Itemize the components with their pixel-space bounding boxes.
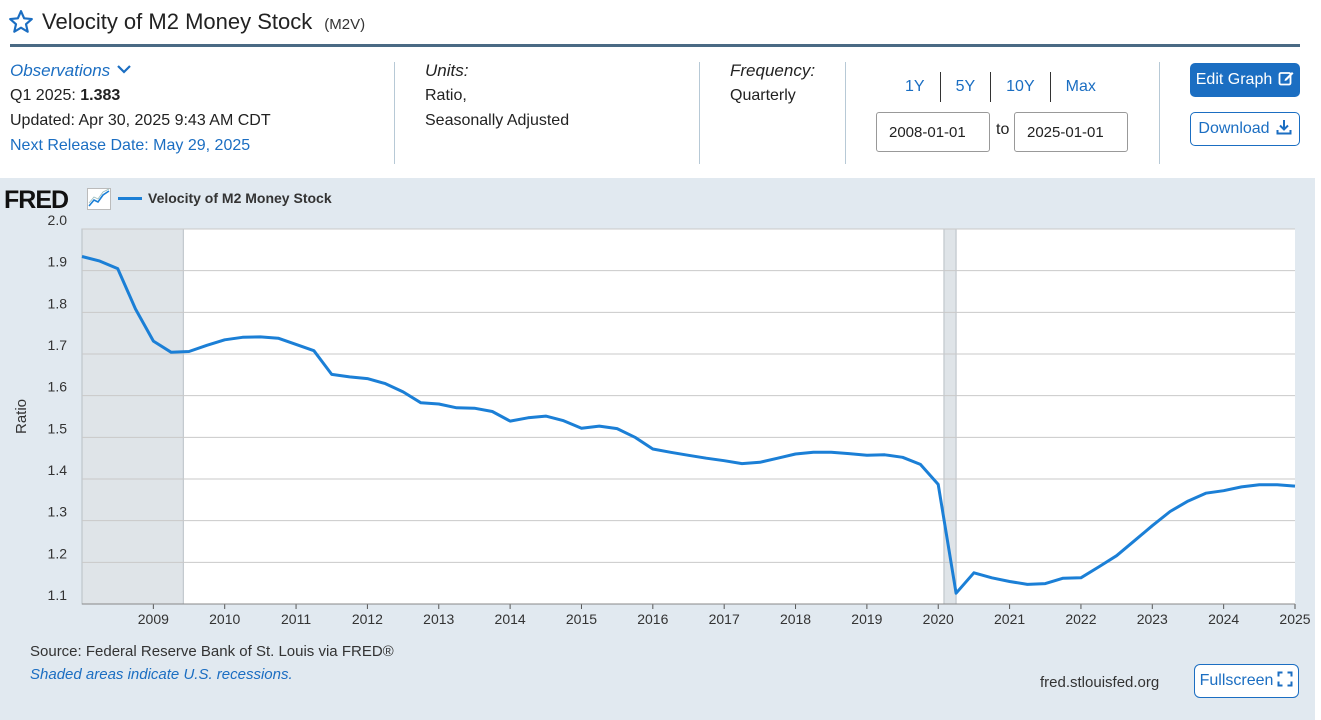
y-tick-label: 2.0 — [48, 212, 68, 228]
column-divider — [394, 62, 395, 164]
edit-graph-label: Edit Graph — [1195, 71, 1273, 88]
range-max-button[interactable]: Max — [1065, 78, 1096, 95]
units-panel: Units: Ratio, Seasonally Adjusted — [425, 58, 569, 133]
observations-panel: Observations Q1 2025: 1.383 Updated: Apr… — [10, 58, 271, 158]
x-tick-label: 2025 — [1279, 611, 1310, 627]
series-line — [81, 255, 1296, 595]
observations-label: Observations — [10, 61, 111, 80]
star-icon[interactable] — [8, 9, 34, 35]
recession-band — [81, 228, 184, 605]
date-range-to: to — [996, 121, 1010, 138]
title-divider — [10, 44, 1300, 47]
download-button[interactable]: Download — [1190, 112, 1300, 146]
range-10y-button[interactable]: 10Y — [991, 72, 1051, 102]
chart-legend: Velocity of M2 Money Stock — [118, 190, 332, 206]
fullscreen-label: Fullscreen — [1199, 672, 1274, 689]
legend-swatch — [118, 196, 142, 200]
recession-note: Shaded areas indicate U.S. recessions. — [30, 666, 293, 683]
frequency-value: Quarterly — [730, 87, 796, 104]
y-tick-label: 1.9 — [48, 254, 68, 270]
x-tick-label: 2015 — [566, 611, 597, 627]
download-icon — [1276, 119, 1292, 140]
y-tick-label: 1.6 — [48, 379, 68, 395]
title-row: Velocity of M2 Money Stock (M2V) — [8, 4, 365, 40]
x-tick-label: 2013 — [423, 611, 454, 627]
x-tick-label: 2010 — [209, 611, 240, 627]
fullscreen-icon — [1277, 671, 1293, 692]
units-line-2: Seasonally Adjusted — [425, 112, 570, 129]
y-tick-label: 1.8 — [48, 295, 68, 311]
y-tick-label: 1.5 — [48, 420, 68, 436]
x-tick-label: 2019 — [851, 611, 882, 627]
x-tick-label: 2021 — [994, 611, 1025, 627]
x-tick-label: 2024 — [1208, 611, 1239, 627]
x-tick-label: 2017 — [709, 611, 740, 627]
units-line-1: Ratio, — [425, 87, 467, 104]
column-divider — [699, 62, 700, 164]
x-tick-label: 2016 — [637, 611, 668, 627]
legend-label: Velocity of M2 Money Stock — [148, 190, 332, 206]
x-tick-label: 2012 — [352, 611, 383, 627]
range-5y-button[interactable]: 5Y — [941, 72, 992, 102]
observations-toggle[interactable]: Observations — [10, 58, 271, 83]
column-divider — [845, 62, 846, 164]
frequency-panel: Frequency: Quarterly — [730, 58, 815, 108]
chart-line-icon — [87, 188, 111, 215]
series-id: (M2V) — [324, 15, 366, 33]
observation-value: 1.383 — [80, 87, 121, 104]
download-label: Download — [1198, 120, 1270, 137]
range-1y-button[interactable]: 1Y — [890, 72, 941, 102]
x-tick-label: 2009 — [138, 611, 169, 627]
x-tick-label: 2018 — [780, 611, 811, 627]
updated-text: Updated: Apr 30, 2025 9:43 AM CDT — [10, 112, 271, 129]
y-axis-label: Ratio — [13, 399, 30, 434]
latest-observation: Q1 2025: 1.383 — [10, 83, 271, 108]
chevron-down-icon — [116, 58, 132, 83]
y-tick-label: 1.3 — [48, 504, 68, 520]
x-tick-label: 2011 — [281, 611, 311, 627]
edit-icon — [1278, 70, 1294, 91]
range-buttons: 1Y 5Y 10Y Max — [890, 72, 1111, 102]
observation-period: Q1 2025: — [10, 87, 76, 104]
edit-graph-button[interactable]: Edit Graph — [1190, 63, 1300, 97]
y-tick-label: 1.2 — [48, 545, 68, 561]
y-tick-label: 1.4 — [48, 462, 68, 478]
fred-logo: FRED — [4, 186, 69, 214]
end-date-input[interactable] — [1014, 112, 1128, 152]
plot-area — [82, 229, 1295, 604]
frequency-label: Frequency: — [730, 61, 816, 80]
next-release-link[interactable]: Next Release Date: May 29, 2025 — [10, 137, 251, 154]
site-url: fred.stlouisfed.org — [1040, 674, 1160, 691]
units-label: Units: — [425, 61, 469, 80]
x-tick-label: 2014 — [495, 611, 526, 627]
start-date-input[interactable] — [876, 112, 990, 152]
page-title: Velocity of M2 Money Stock — [42, 9, 313, 34]
x-tick-label: 2022 — [1065, 611, 1096, 627]
y-tick-label: 1.1 — [48, 587, 68, 603]
fullscreen-button[interactable]: Fullscreen — [1194, 664, 1299, 698]
x-tick-label: 2023 — [1137, 611, 1168, 627]
y-tick-label: 1.7 — [48, 337, 68, 353]
x-tick-label: 2020 — [923, 611, 954, 627]
source-text: Source: Federal Reserve Bank of St. Loui… — [30, 643, 394, 660]
column-divider — [1159, 62, 1160, 164]
